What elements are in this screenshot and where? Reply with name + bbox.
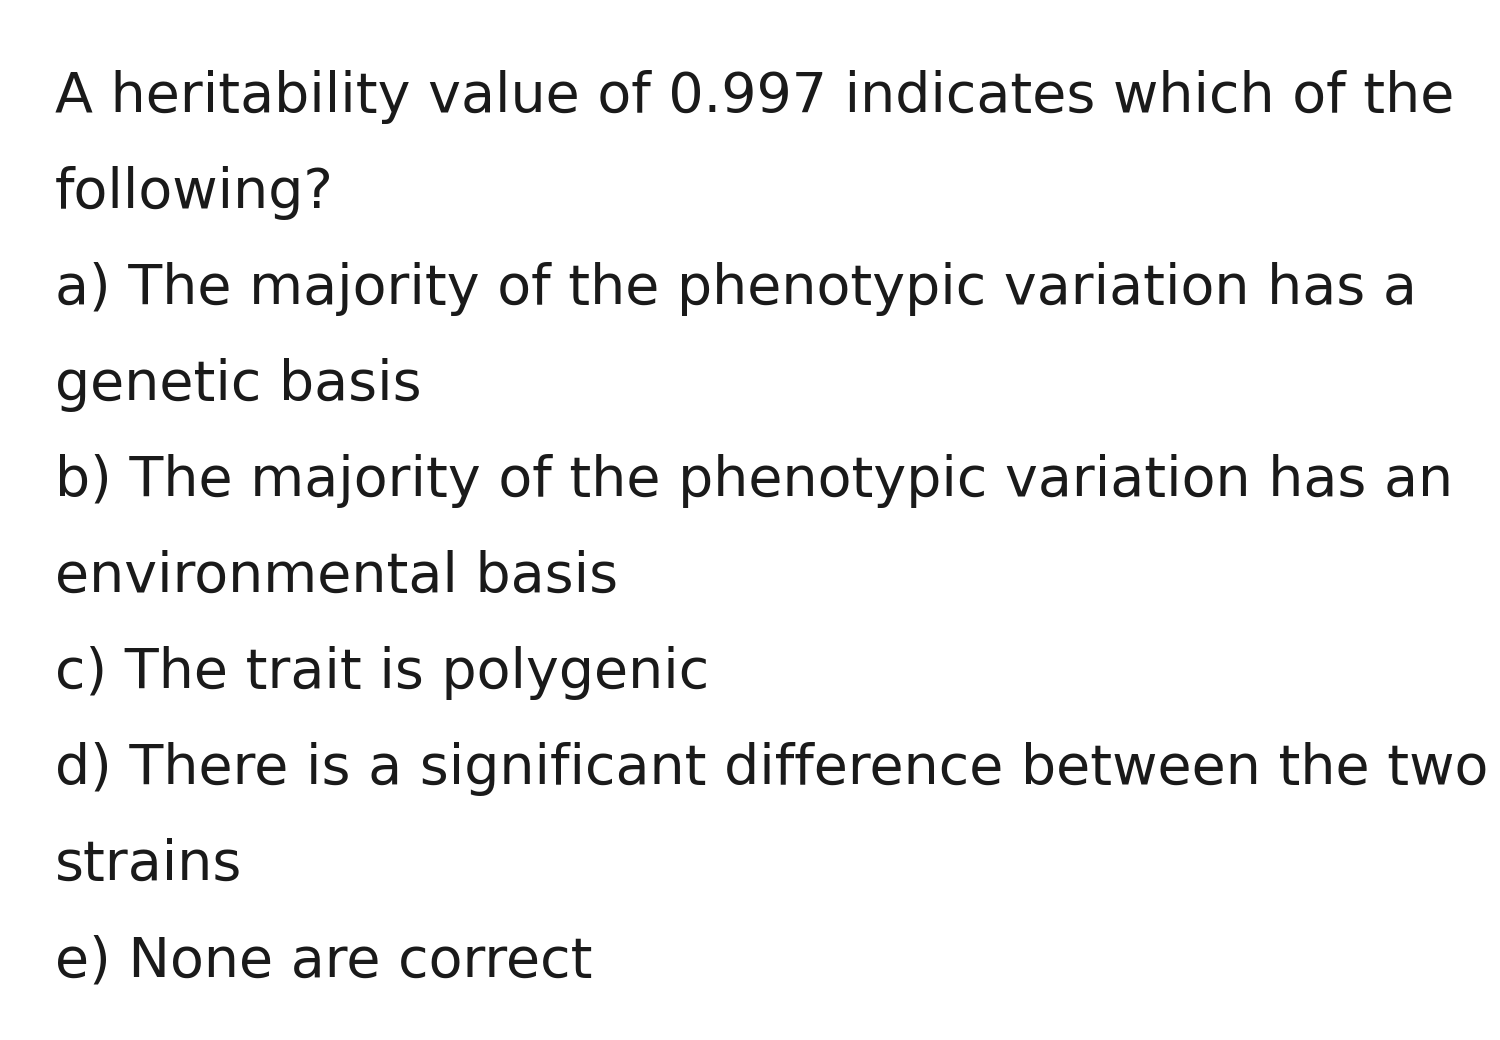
Text: A heritability value of 0.997 indicates which of the: A heritability value of 0.997 indicates … [56, 70, 1455, 124]
Text: d) There is a significant difference between the two: d) There is a significant difference bet… [56, 742, 1488, 796]
Text: strains: strains [56, 838, 243, 892]
Text: following?: following? [56, 166, 334, 220]
Text: genetic basis: genetic basis [56, 358, 422, 412]
Text: b) The majority of the phenotypic variation has an: b) The majority of the phenotypic variat… [56, 454, 1454, 508]
Text: a) The majority of the phenotypic variation has a: a) The majority of the phenotypic variat… [56, 262, 1417, 316]
Text: e) None are correct: e) None are correct [56, 934, 593, 988]
Text: c) The trait is polygenic: c) The trait is polygenic [56, 646, 710, 700]
Text: environmental basis: environmental basis [56, 550, 618, 604]
